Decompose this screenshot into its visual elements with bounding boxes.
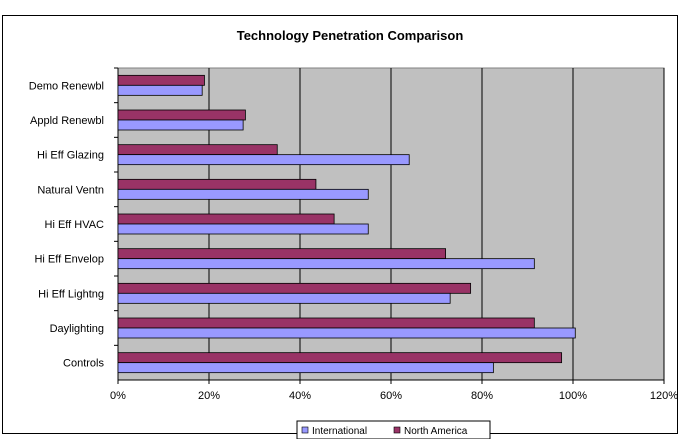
bar-international (117, 119, 244, 131)
bar-north-america (117, 213, 335, 225)
x-tick-label: 20% (198, 390, 220, 402)
bar-north-america (117, 74, 205, 86)
legend-label: North America (404, 426, 468, 437)
bar-international (117, 327, 576, 339)
category-label: Controls (63, 358, 104, 370)
category-label: Hi Eff Envelop (34, 254, 104, 266)
x-tick-label: 60% (380, 390, 402, 402)
bar-north-america (117, 352, 563, 364)
category-label: Hi Eff Glazing (37, 150, 104, 162)
bar-international (117, 154, 410, 166)
x-tick-label: 100% (559, 390, 587, 402)
category-label: Appld Renewbl (30, 115, 104, 127)
bar-north-america (117, 248, 447, 260)
x-tick-label: 80% (471, 390, 493, 402)
legend-label: International (312, 426, 367, 437)
chart-title: Technology Penetration Comparison (237, 28, 464, 43)
category-label: Natural Ventn (37, 184, 104, 196)
category-label: Hi Eff HVAC (45, 219, 105, 231)
bar-international (117, 188, 369, 200)
bar-international (117, 223, 369, 235)
bar-international (117, 362, 494, 374)
x-tick-label: 0% (110, 390, 126, 402)
x-tick-label: 120% (650, 390, 678, 402)
bar-north-america (117, 282, 472, 294)
bar-north-america (117, 317, 535, 329)
bar-international (117, 292, 451, 304)
bar-international (117, 258, 535, 270)
category-label: Daylighting (50, 323, 104, 335)
legend-box (296, 420, 491, 439)
bar-north-america (117, 144, 278, 156)
bar-north-america (117, 109, 246, 121)
legend-swatch (301, 426, 309, 434)
bar-international (117, 84, 203, 96)
plot-area: 0% 20% 40% 60% 80% 100% 120% Demo Renewbl Appld … (29, 67, 678, 402)
legend-swatch (393, 426, 401, 434)
legend: International North America (296, 420, 491, 439)
category-label: Demo Renewbl (29, 80, 104, 92)
category-label: Hi Eff Lightng (38, 288, 104, 300)
bar-north-america (117, 178, 317, 190)
x-tick-label: 40% (289, 390, 311, 402)
